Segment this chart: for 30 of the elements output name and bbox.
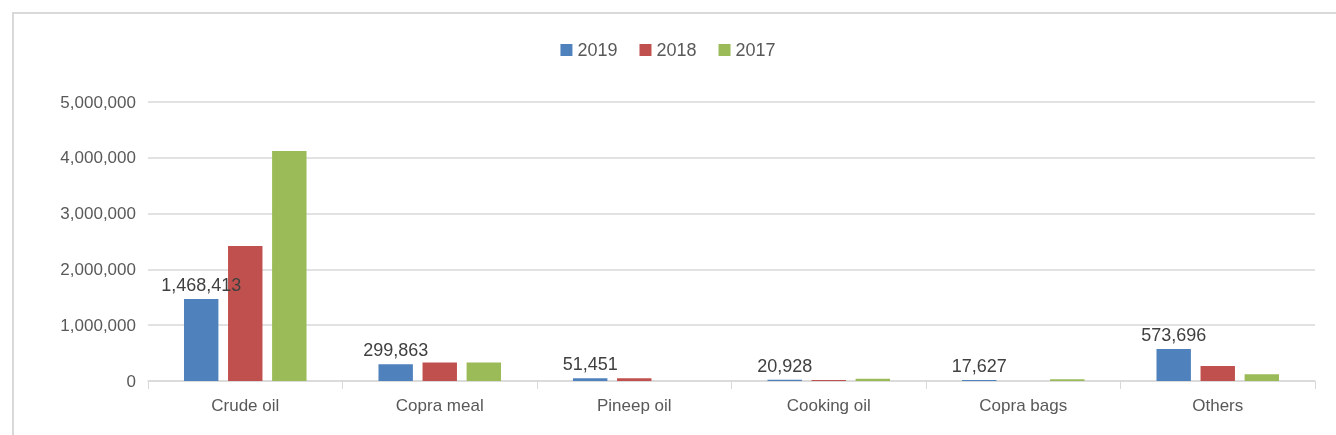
data-label: 299,863 <box>363 340 429 361</box>
x-tick-label: Copra meal <box>395 396 484 415</box>
x-tick-label: Others <box>1192 396 1244 415</box>
bar <box>1244 374 1280 381</box>
bar <box>1200 365 1235 381</box>
data-label: 20,928 <box>757 355 813 376</box>
y-tick-label: 0 <box>126 371 136 391</box>
bar <box>422 362 457 381</box>
bar <box>183 299 219 381</box>
x-tick-label: Copra bags <box>979 396 1068 415</box>
bar <box>572 378 608 381</box>
x-tick-label: Pineep oil <box>596 396 672 415</box>
legend-label: 2019 <box>577 40 618 60</box>
data-label: 573,696 <box>1141 324 1207 345</box>
y-tick-label: 4,000,000 <box>60 148 136 168</box>
x-tick-label: Crude oil <box>211 396 280 415</box>
legend-label: 2017 <box>735 40 776 60</box>
legend-label: 2018 <box>656 40 697 60</box>
bar <box>1156 348 1191 381</box>
data-label: 51,451 <box>562 354 618 375</box>
x-tick-label: Cooking oil <box>786 396 871 415</box>
y-tick-label: 2,000,000 <box>60 259 136 279</box>
y-tick-label: 1,000,000 <box>60 315 136 335</box>
y-tick-label: 3,000,000 <box>60 204 136 224</box>
bar <box>272 151 307 381</box>
bar <box>378 364 413 381</box>
bar <box>617 378 652 381</box>
y-tick-label: 5,000,000 <box>60 92 136 112</box>
bar <box>466 362 502 381</box>
data-label: 17,627 <box>951 356 1007 377</box>
